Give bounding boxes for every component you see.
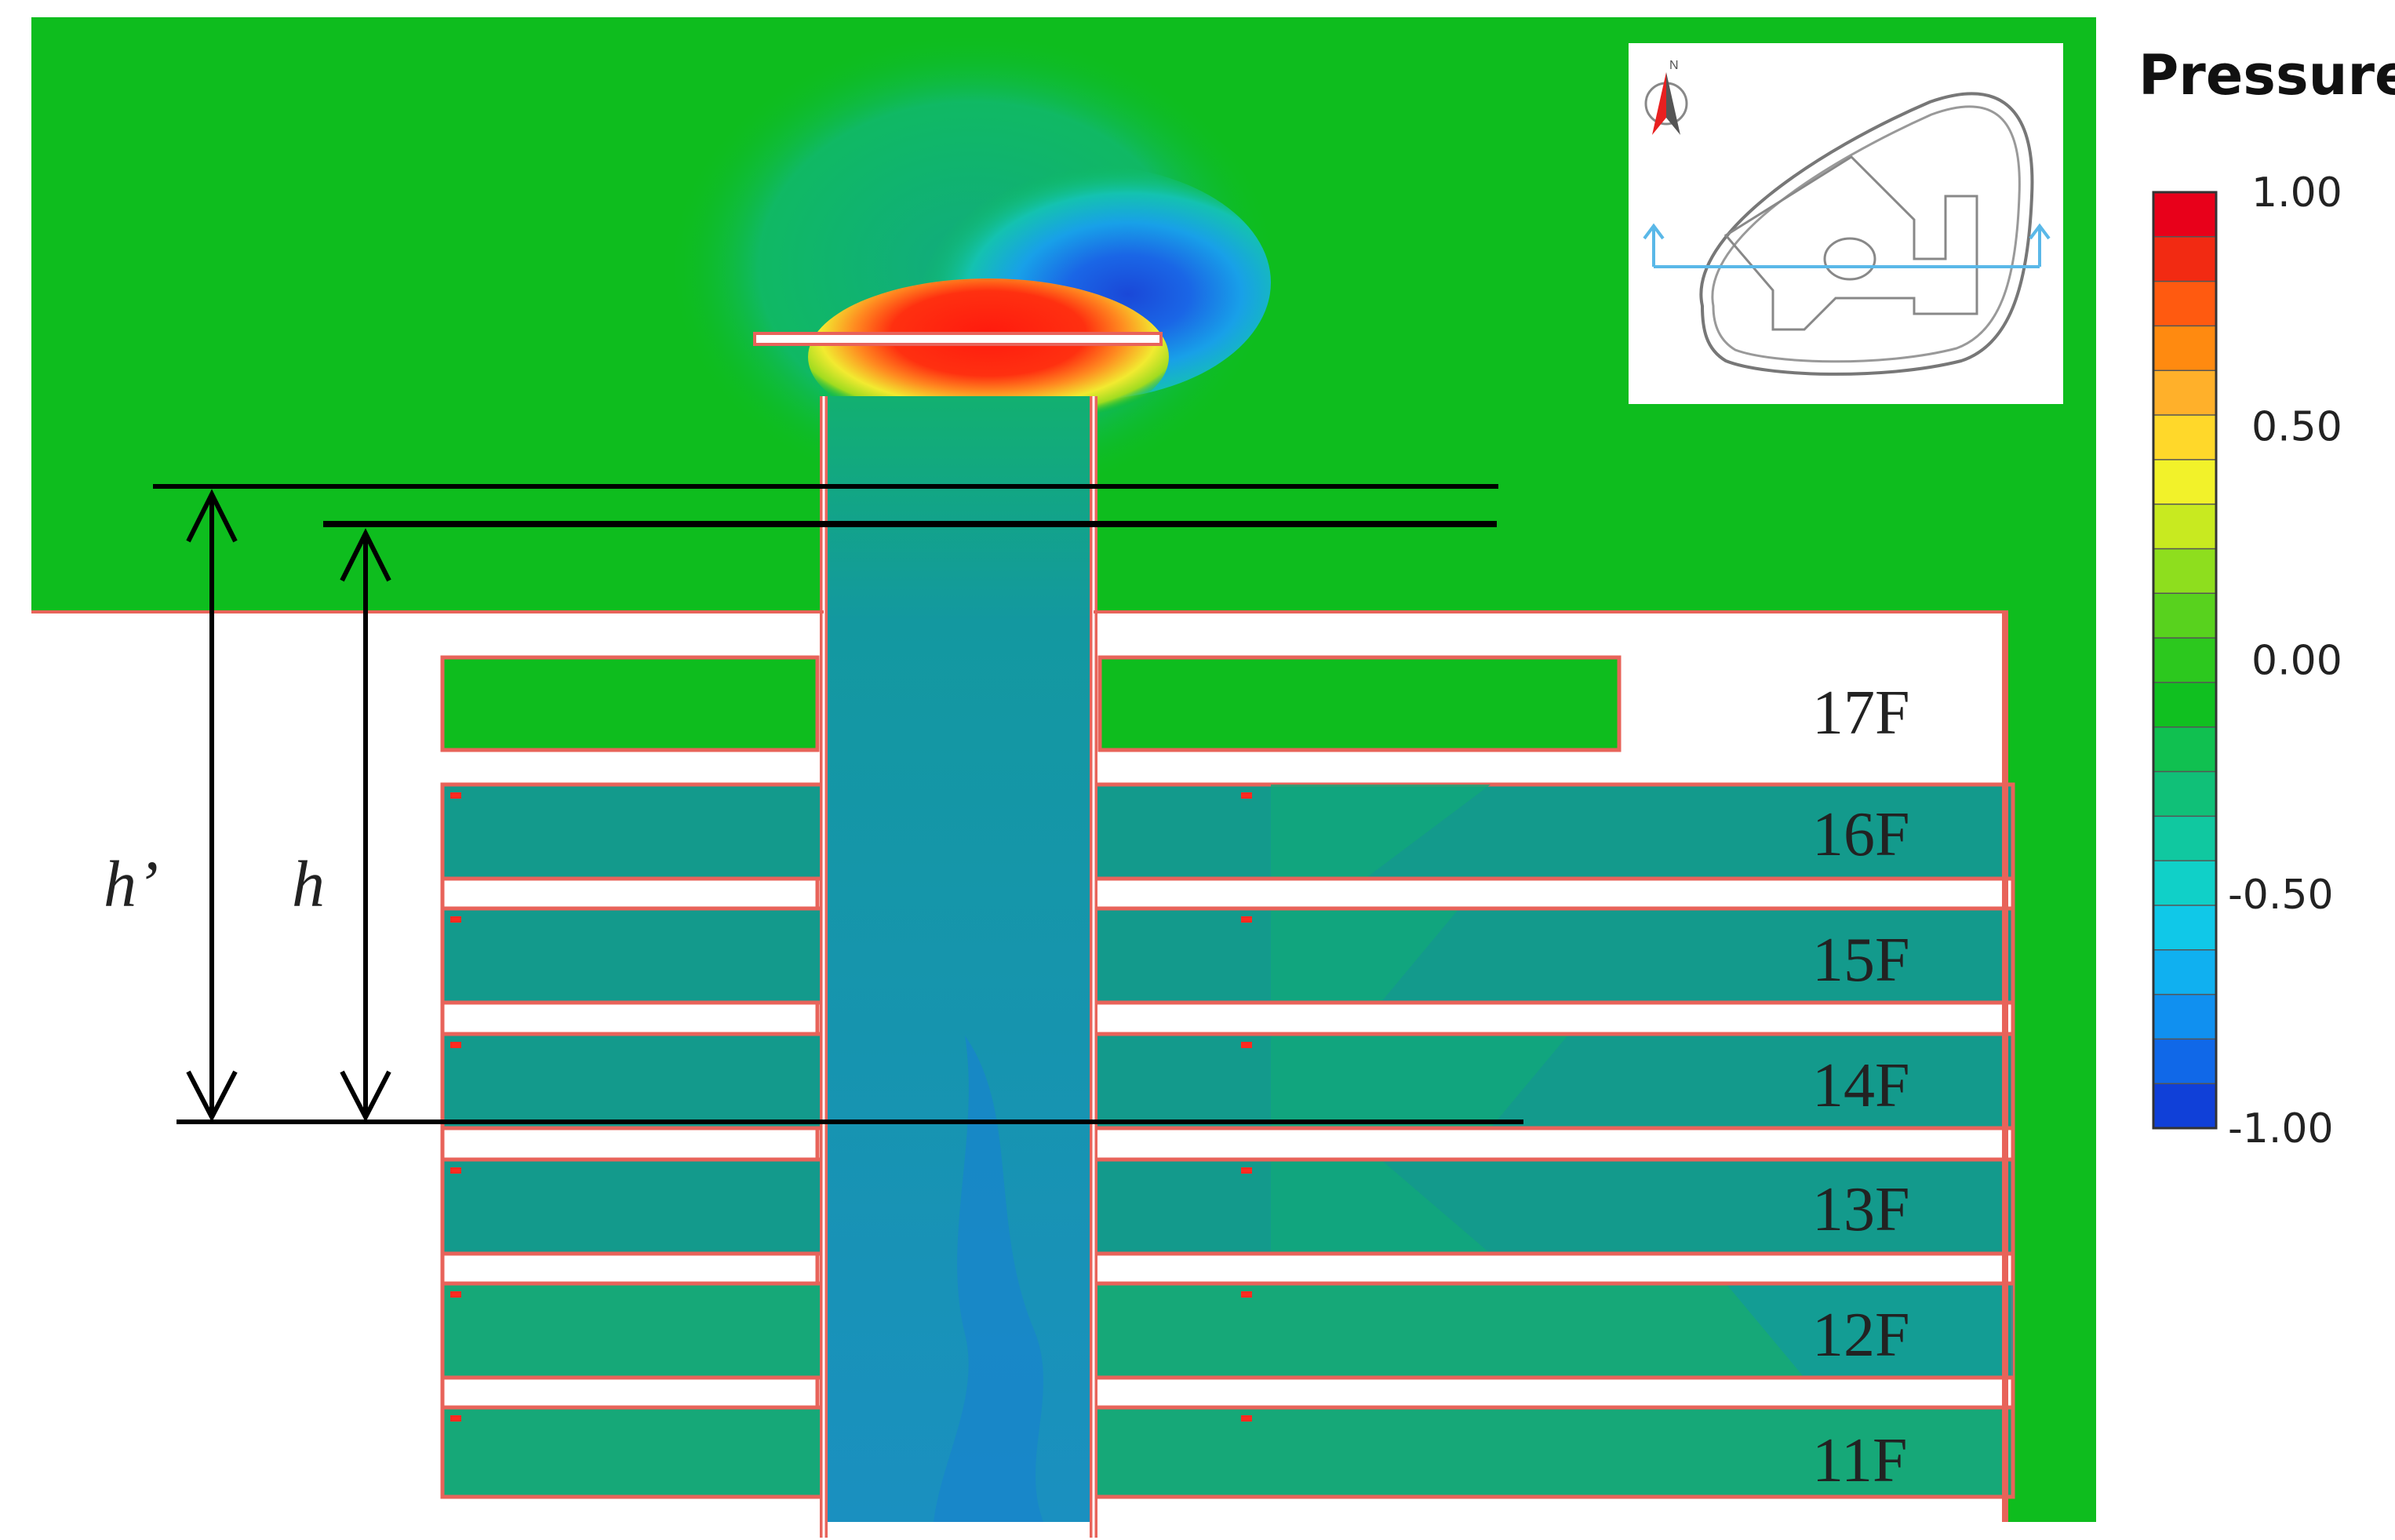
floor-17f-left bbox=[440, 655, 820, 752]
slab-left bbox=[440, 1126, 820, 1162]
opening-marker bbox=[1241, 1167, 1252, 1174]
opening-marker bbox=[450, 1042, 461, 1048]
legend-border bbox=[2152, 191, 2218, 1130]
legend-swatch bbox=[2153, 638, 2216, 683]
dimension-annotations bbox=[153, 484, 1523, 1124]
atrium-shaft bbox=[824, 396, 1094, 1522]
shaft-low-pressure-band bbox=[934, 1036, 1043, 1522]
legend-swatch bbox=[2153, 1083, 2216, 1129]
opening-marker bbox=[1241, 792, 1252, 799]
inset-frame bbox=[1629, 43, 2063, 404]
interior-contour-band bbox=[1271, 1160, 1491, 1254]
interior-contour-band bbox=[1271, 908, 1459, 1003]
legend-swatch bbox=[2153, 370, 2216, 416]
floor-label-15f: 15F bbox=[1812, 926, 1910, 995]
h-arrow-bottom bbox=[340, 1070, 391, 1123]
interior-contour-band bbox=[1271, 1034, 1569, 1128]
opening-marker bbox=[450, 1415, 461, 1422]
site-outline-inner bbox=[1711, 105, 2021, 363]
slab-right bbox=[1088, 1375, 2015, 1410]
site-plan-inset: N bbox=[1629, 43, 2063, 404]
opening-marker bbox=[450, 792, 461, 799]
opening-marker bbox=[450, 1291, 461, 1298]
h-prime-arrow-top bbox=[186, 489, 238, 543]
legend-swatch bbox=[2153, 1039, 2216, 1084]
floor-label-11f: 11F bbox=[1812, 1426, 1908, 1495]
floor-label-16f: 16F bbox=[1812, 800, 1910, 869]
legend-swatch bbox=[2153, 548, 2216, 594]
legend-swatch bbox=[2153, 905, 2216, 951]
h-arrow-top bbox=[340, 528, 391, 582]
slab-left bbox=[440, 1000, 820, 1036]
legend-tick-label: -0.50 bbox=[2228, 872, 2334, 919]
legend-swatch bbox=[2153, 816, 2216, 861]
legend-tick-label: 0.50 bbox=[2251, 403, 2342, 450]
legend-swatch bbox=[2153, 326, 2216, 371]
opening-marker bbox=[1241, 1291, 1252, 1298]
legend-title: Pressure bbox=[2138, 43, 2395, 107]
legend-swatch bbox=[2153, 192, 2216, 238]
slab-right bbox=[1088, 1126, 2015, 1162]
legend-swatch bbox=[2153, 236, 2216, 282]
north-letter: N bbox=[1669, 59, 1679, 72]
slab-right bbox=[1088, 1000, 2015, 1036]
interior-contour-band bbox=[1271, 785, 1491, 879]
north-arrow-icon: N bbox=[1644, 59, 1688, 135]
legend-swatch bbox=[2153, 949, 2216, 996]
building-footprint bbox=[1723, 155, 1978, 331]
pressure-legend: Pressure 1.00 0.50 0.00 -0.50 -1.00 bbox=[2138, 43, 2395, 1152]
legend-ticks: 1.00 0.50 0.00 -0.50 -1.00 bbox=[2228, 169, 2342, 1152]
legend-tick-label: 1.00 bbox=[2251, 169, 2342, 217]
legend-swatch bbox=[2153, 861, 2216, 906]
floor-label-17f: 17F bbox=[1812, 679, 1910, 748]
slab-right bbox=[1088, 1251, 2015, 1286]
section-arrow-right-head bbox=[2029, 223, 2051, 240]
legend-swatch bbox=[2153, 281, 2216, 326]
legend-swatch bbox=[2153, 459, 2216, 505]
h-prime-label: h’ bbox=[104, 848, 158, 921]
section-arrow-left-head bbox=[1643, 223, 1665, 240]
legend-swatch bbox=[2153, 504, 2216, 549]
floor-15f bbox=[440, 906, 2015, 1005]
legend-swatch bbox=[2153, 771, 2216, 817]
floor-17f-right bbox=[1097, 655, 1622, 752]
legend-tick-label: 0.00 bbox=[2251, 638, 2342, 685]
legend-swatch bbox=[2153, 415, 2216, 461]
floor-label-14f: 14F bbox=[1812, 1051, 1910, 1120]
floor-label-12f: 12F bbox=[1812, 1301, 1910, 1370]
opening-marker bbox=[1241, 1042, 1252, 1048]
h-label: h bbox=[292, 848, 325, 921]
floor-14f bbox=[440, 1032, 2015, 1130]
floor-labels: 17F 16F 15F 14F 13F 12F 11F bbox=[1812, 679, 1910, 1495]
floor-16f bbox=[440, 782, 2015, 881]
floor-13f bbox=[440, 1157, 2015, 1256]
opening-marker bbox=[450, 916, 461, 923]
atrium-footprint bbox=[1823, 237, 1876, 281]
slab-left bbox=[440, 876, 820, 911]
floor-label-13f: 13F bbox=[1812, 1175, 1910, 1244]
legend-swatch bbox=[2153, 994, 2216, 1039]
h-prime-arrow-bottom bbox=[186, 1070, 238, 1123]
interior-contour-band bbox=[1726, 1283, 2013, 1378]
floor-11f bbox=[440, 1405, 2015, 1499]
legend-tick-label: -1.00 bbox=[2228, 1105, 2334, 1152]
slab-right bbox=[1088, 876, 2015, 911]
legend-swatch bbox=[2153, 726, 2216, 773]
opening-marker bbox=[1241, 1415, 1252, 1422]
legend-colorbar bbox=[2152, 191, 2218, 1130]
opening-marker bbox=[450, 1167, 461, 1174]
roof-plate bbox=[753, 332, 1163, 346]
building-section bbox=[31, 396, 2015, 1538]
slab-left bbox=[440, 1251, 820, 1286]
opening-marker bbox=[1241, 916, 1252, 923]
legend-swatch bbox=[2153, 682, 2216, 728]
legend-swatch bbox=[2153, 593, 2216, 639]
slab-left bbox=[440, 1375, 820, 1410]
site-outline bbox=[1699, 92, 2034, 376]
